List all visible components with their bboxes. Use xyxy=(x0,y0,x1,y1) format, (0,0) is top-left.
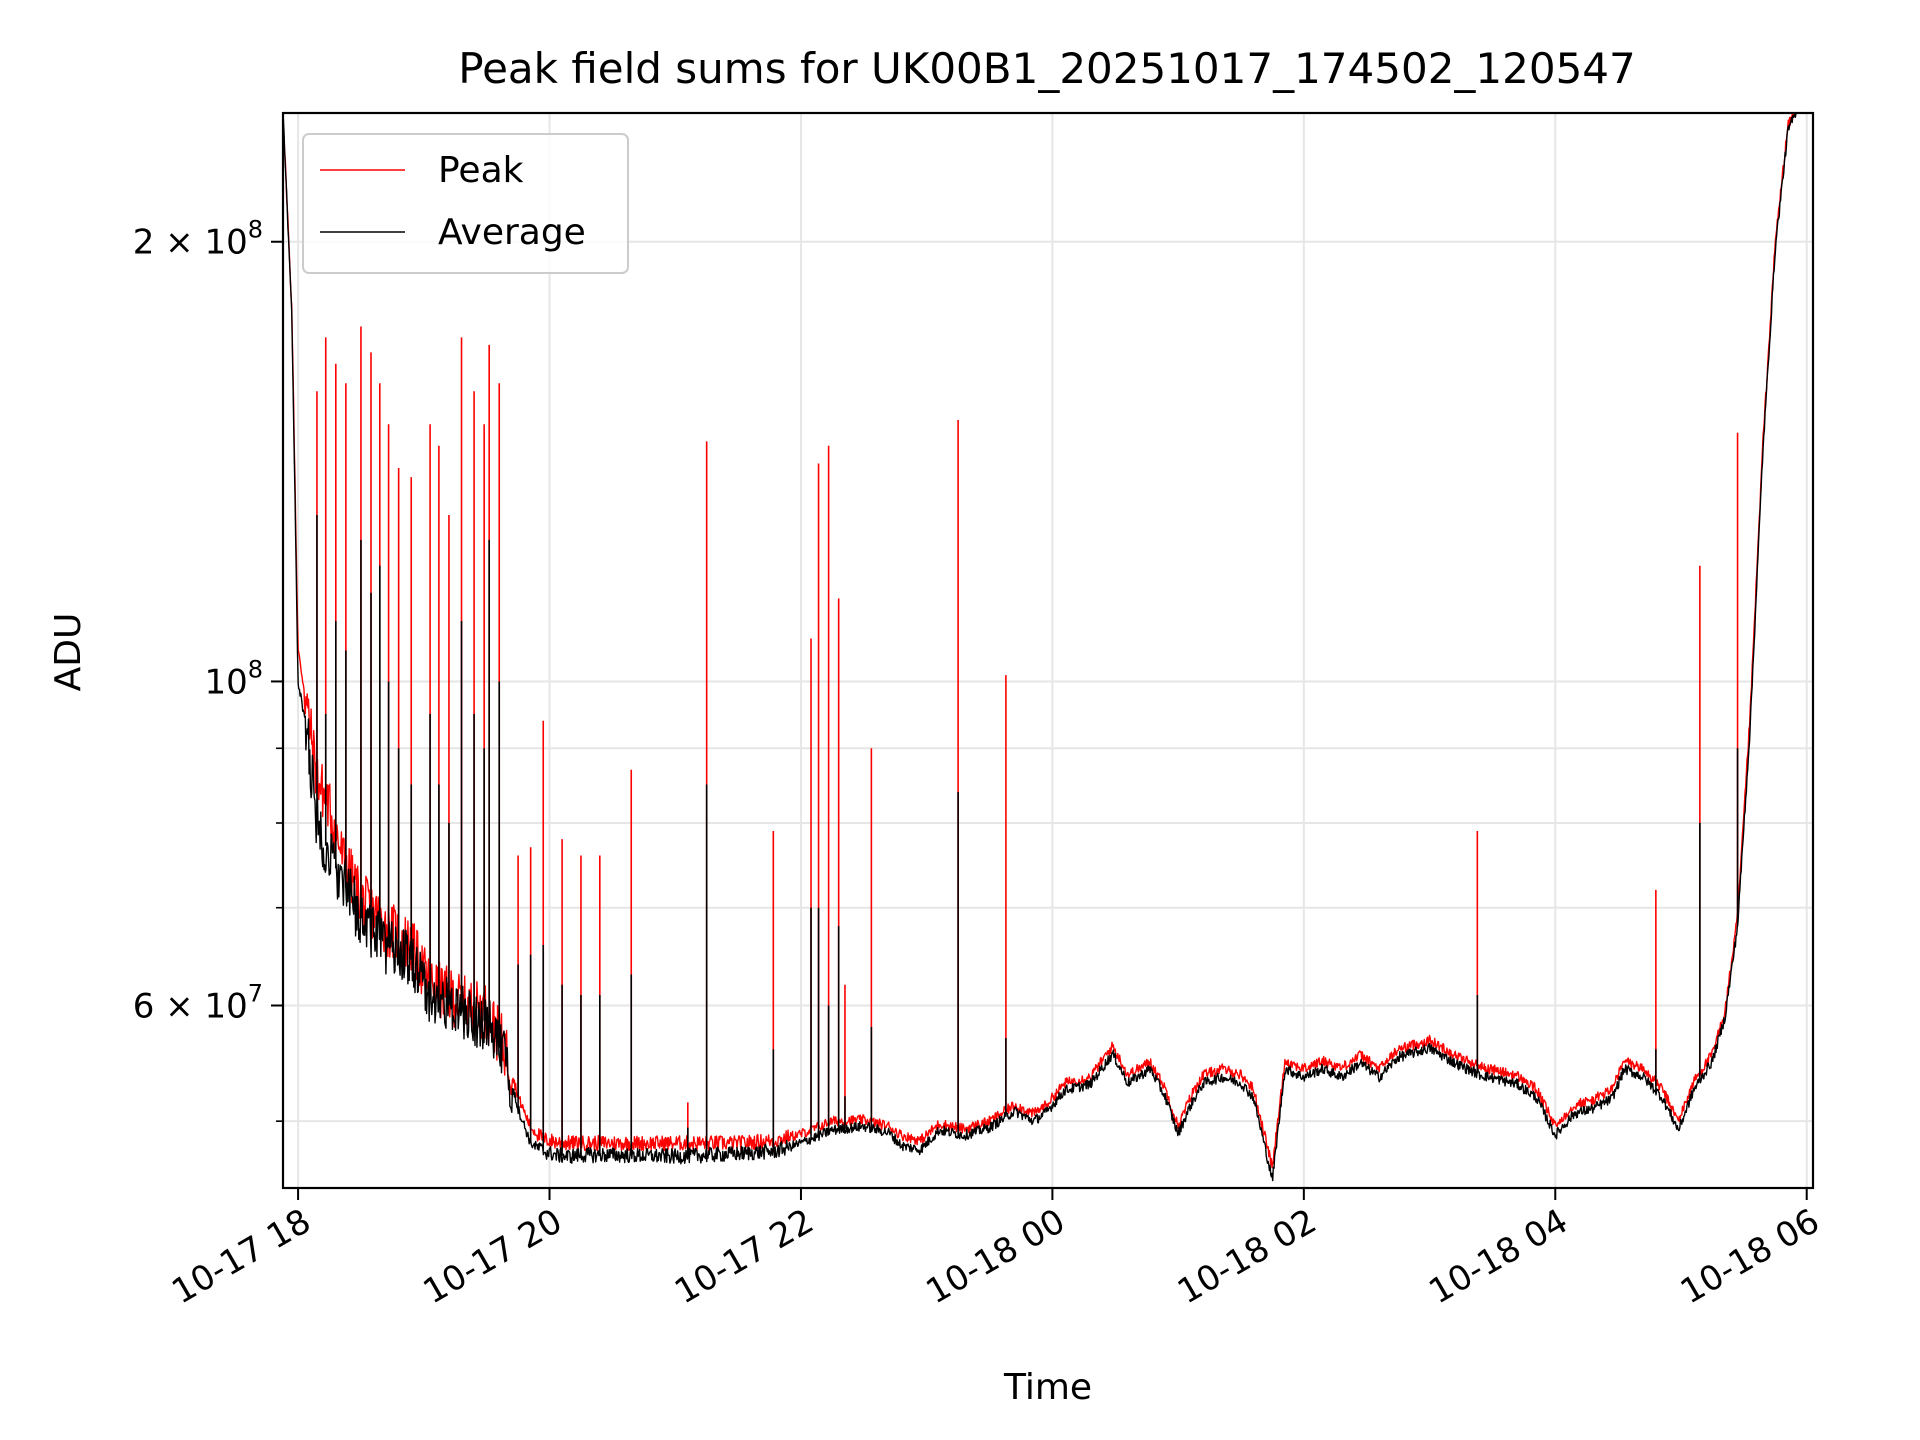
spike-layer xyxy=(316,326,1739,1156)
y-tick-exponent-0: 7 xyxy=(248,980,263,1008)
chart-title: Peak field sums for UK00B1_20251017_1745… xyxy=(458,44,1636,93)
series-layer xyxy=(283,113,1798,1182)
legend-label-average: Average xyxy=(438,212,586,253)
series-line-peak xyxy=(283,113,1798,1169)
legend-box xyxy=(302,133,629,274)
y-tick-base-1: 10 xyxy=(204,662,247,702)
y-tick-base-2: 2 × 10 xyxy=(133,223,248,263)
y-tick-exponent-1: 8 xyxy=(248,655,263,683)
series-line-average xyxy=(283,113,1798,1182)
y-tick-label-2: 2 × 108 xyxy=(133,216,263,263)
y-tick-exponent-2: 8 xyxy=(248,216,263,244)
legend-label-peak: Peak xyxy=(438,150,524,191)
legend: Peak Average xyxy=(302,133,629,274)
y-tick-base-0: 6 × 10 xyxy=(133,987,248,1027)
x-axis-title: Time xyxy=(1003,1367,1092,1408)
y-tick-label-0: 6 × 107 xyxy=(133,980,263,1027)
plot-frame xyxy=(281,111,1815,1190)
y-axis-title: ADU xyxy=(48,613,89,692)
grid-layer xyxy=(283,113,1813,1188)
y-tick-label-1: 108 xyxy=(204,655,263,702)
